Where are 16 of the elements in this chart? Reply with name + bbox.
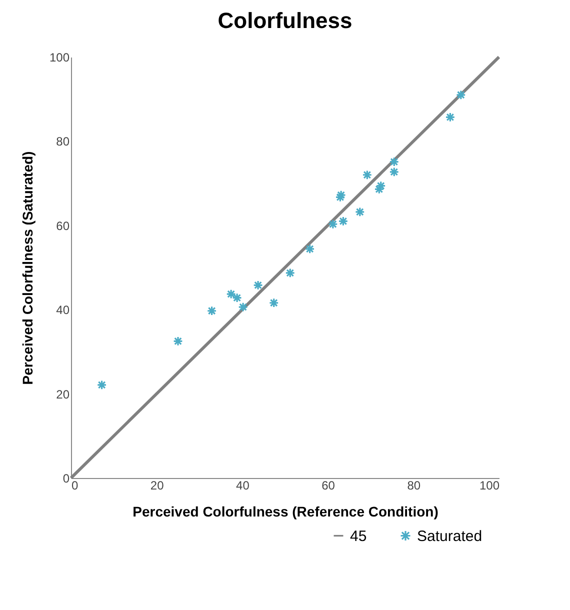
y-tick-label: 60 (56, 218, 70, 233)
y-tick-label: 20 (56, 387, 70, 402)
y-tick-label: 80 (56, 134, 70, 149)
x-tick-label: 80 (407, 478, 421, 492)
legend-label: 45 (350, 528, 367, 545)
x-tick-label: 60 (322, 478, 336, 492)
x-axis-title: Perceived Colorfulness (Reference Condition) (132, 504, 438, 520)
y-tick-label: 100 (49, 50, 70, 64)
x-tick-label: 0 (72, 478, 78, 492)
y-axis-title: Perceived Colorfulness (Saturated) (19, 151, 36, 385)
x-tick-label: 100 (479, 478, 500, 492)
x-tick-label: 40 (236, 478, 250, 492)
legend-label: Saturated (417, 528, 482, 545)
y-tick-label: 40 (56, 303, 70, 318)
x-tick-label: 20 (150, 478, 164, 492)
chart-title: Colorfulness (218, 8, 352, 33)
